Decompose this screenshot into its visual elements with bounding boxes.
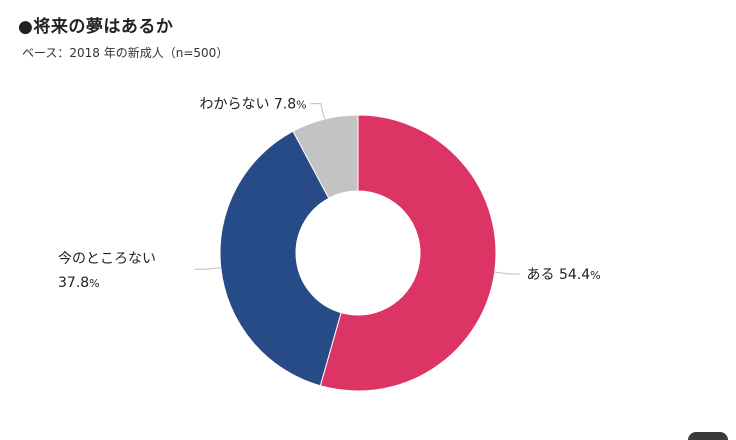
slice-label-2: わからない 7.8% bbox=[199, 97, 306, 113]
slice-value-1: 37.8% bbox=[58, 275, 100, 291]
leader-line-1 bbox=[194, 267, 221, 270]
leader-line-2 bbox=[310, 103, 326, 120]
slice-label-0: ある 54.4% bbox=[527, 267, 601, 283]
slice-2 bbox=[292, 114, 359, 199]
leader-line-0 bbox=[494, 271, 521, 275]
slice-1 bbox=[219, 130, 342, 387]
slice-label-1: 今のところない bbox=[58, 251, 156, 267]
slice-0 bbox=[319, 114, 497, 392]
chart-title: ●将来の夢はあるか bbox=[18, 17, 174, 37]
chart-subtitle: ベース：2018 年の新成人（n=500） bbox=[22, 46, 229, 60]
window-corner bbox=[688, 432, 728, 440]
